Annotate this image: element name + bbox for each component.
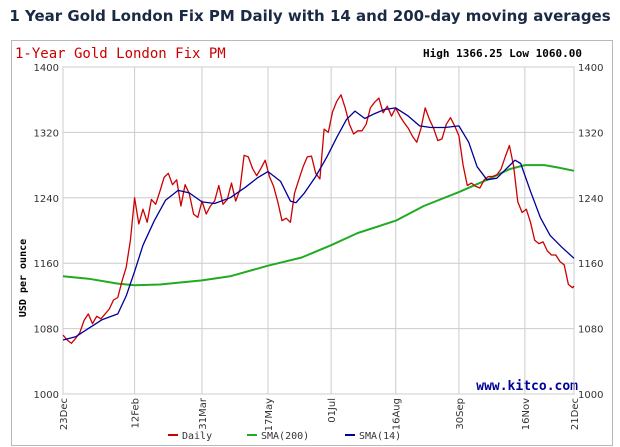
y-tick-label-left: 1400 [34, 63, 59, 74]
x-tick-label: 23Dec [59, 398, 70, 430]
series-line-sma-200 [62, 164, 575, 287]
legend-label: Daily [182, 431, 212, 442]
y-tick-label-right: 1320 [578, 128, 603, 139]
y-tick-label-left: 1000 [34, 390, 59, 401]
y-axis-label: USD per ounce [18, 239, 29, 317]
x-tick-label: 17May [264, 398, 275, 431]
series-line-daily [62, 94, 575, 344]
y-tick-label-right: 1240 [578, 194, 603, 205]
y-tick-label-left: 1160 [34, 259, 59, 270]
legend: Daily SMA(200) SMA(14) [168, 431, 401, 442]
chart-stats: High 1366.25 Low 1060.00 [423, 47, 582, 60]
y-tick-label-left: 1240 [34, 194, 59, 205]
x-tick-label: 21Dec [570, 398, 581, 430]
plot-area [62, 66, 575, 395]
axis-tick-labels: 1000 1000 1080 1080 1160 1160 1240 1240 1320 1320… [34, 63, 604, 431]
x-tick-label: 16Aug [392, 398, 403, 430]
legend-label: SMA(14) [359, 431, 401, 442]
y-tick-label-right: 1400 [578, 63, 603, 74]
y-tick-label-right: 1160 [578, 259, 603, 270]
series-line-sma-14 [62, 107, 575, 341]
x-tick-label: 16Nov [521, 398, 532, 430]
x-tick-label: 31Mar [198, 397, 209, 429]
watermark: www.kitco.com [476, 379, 578, 394]
x-tick-label: 30Sep [455, 398, 466, 430]
y-tick-label-left: 1320 [34, 128, 59, 139]
y-tick-label-left: 1080 [34, 325, 59, 336]
x-tick-label: 12Feb [131, 398, 142, 428]
page-title: 1 Year Gold London Fix PM Daily with 14 … [9, 7, 611, 25]
gold-price-chart: 1-Year Gold London Fix PM High 1366.25 L… [15, 46, 604, 442]
chart-frame: 1-Year Gold London Fix PM High 1366.25 L… [11, 40, 613, 446]
grid-lines [62, 66, 575, 395]
chart-title: 1-Year Gold London Fix PM [15, 46, 226, 62]
y-tick-label-right: 1080 [578, 325, 603, 336]
x-tick-label: 01Jul [327, 398, 338, 423]
y-tick-label-right: 1000 [578, 390, 603, 401]
series-lines [62, 94, 575, 344]
legend-label: SMA(200) [261, 431, 309, 442]
